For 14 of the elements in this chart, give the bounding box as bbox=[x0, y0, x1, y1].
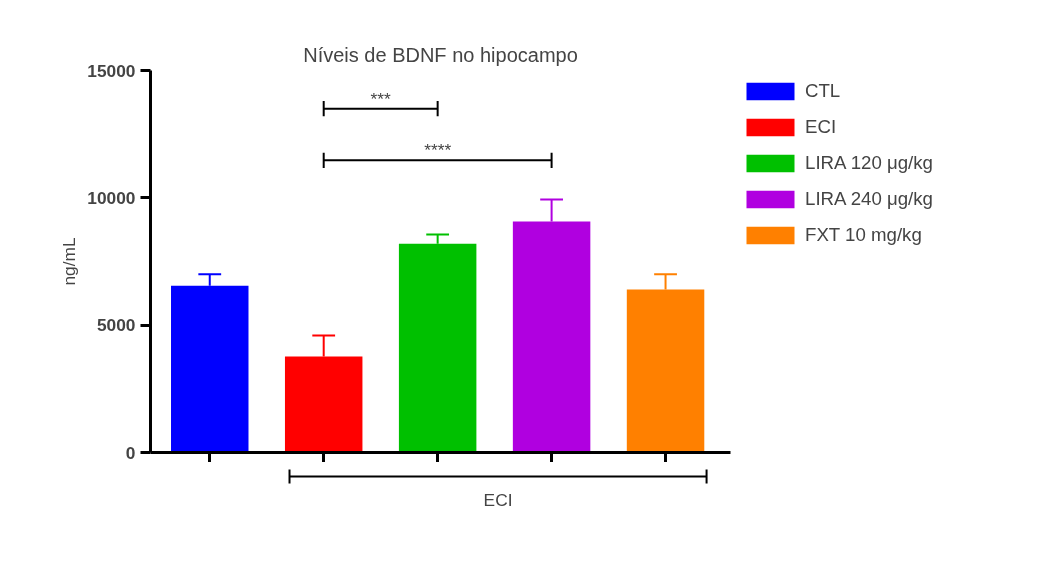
y-tick-label: 15000 bbox=[87, 60, 136, 81]
legend-label: FXT 10 mg/kg bbox=[805, 224, 922, 246]
annotation: *** bbox=[370, 88, 392, 109]
y-axis-title: ng/mL bbox=[59, 237, 80, 286]
y-tick-label: 5000 bbox=[96, 315, 136, 336]
legend-label: LIRA 240 μg/kg bbox=[805, 188, 933, 210]
legend-label: LIRA 120 μg/kg bbox=[805, 152, 933, 174]
y-tick-label: 0 bbox=[125, 442, 136, 463]
x-axis-title: ECI bbox=[483, 490, 513, 510]
legend-label: CTL bbox=[805, 80, 841, 102]
y-tick-label: 10000 bbox=[87, 187, 136, 208]
chart-title: Níveis de BDNF no hipocampo bbox=[303, 43, 578, 66]
annotation: **** bbox=[424, 140, 452, 161]
legend-label: ECI bbox=[805, 116, 837, 138]
